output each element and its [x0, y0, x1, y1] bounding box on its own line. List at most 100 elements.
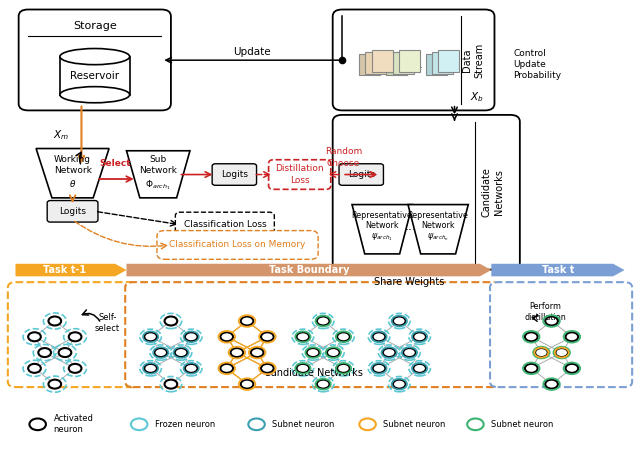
Bar: [60, 57, 130, 95]
Circle shape: [566, 332, 578, 341]
Circle shape: [413, 364, 426, 373]
Circle shape: [525, 364, 538, 373]
Bar: [359, 54, 380, 75]
Text: Working
Network
$\theta$: Working Network $\theta$: [54, 155, 92, 189]
Ellipse shape: [60, 87, 130, 103]
FancyBboxPatch shape: [269, 160, 331, 189]
Text: Select: Select: [100, 158, 131, 168]
Circle shape: [307, 348, 319, 357]
Circle shape: [413, 332, 426, 341]
Text: Task t-1: Task t-1: [43, 265, 86, 275]
Text: Control
Update
Probability: Control Update Probability: [513, 49, 562, 80]
Text: Candidate Networks: Candidate Networks: [264, 368, 363, 378]
Text: Candidate
Networks: Candidate Networks: [481, 168, 504, 217]
Polygon shape: [15, 264, 127, 276]
Text: ...: ...: [413, 59, 424, 69]
Text: Storage: Storage: [73, 21, 116, 31]
Circle shape: [525, 332, 538, 341]
Polygon shape: [352, 205, 412, 254]
FancyBboxPatch shape: [212, 164, 257, 185]
Bar: [399, 50, 420, 72]
Circle shape: [144, 332, 157, 341]
Text: ...: ...: [404, 220, 416, 233]
Circle shape: [131, 419, 147, 430]
Bar: [432, 52, 453, 74]
Circle shape: [261, 332, 274, 341]
Circle shape: [28, 332, 41, 341]
FancyBboxPatch shape: [157, 231, 318, 259]
Circle shape: [68, 364, 81, 373]
Circle shape: [185, 364, 198, 373]
FancyBboxPatch shape: [19, 10, 171, 110]
Bar: [365, 52, 387, 74]
Text: Logits: Logits: [59, 207, 86, 216]
Circle shape: [220, 332, 233, 341]
Text: $X_b$: $X_b$: [470, 90, 484, 104]
Text: Update: Update: [233, 47, 271, 57]
Circle shape: [359, 419, 376, 430]
FancyBboxPatch shape: [125, 282, 499, 387]
Circle shape: [241, 316, 253, 326]
Text: Representative
Network
$\psi_{arch_n}$: Representative Network $\psi_{arch_n}$: [408, 211, 468, 243]
Text: Task t: Task t: [541, 265, 574, 275]
Circle shape: [296, 364, 309, 373]
Circle shape: [545, 316, 558, 326]
Circle shape: [327, 348, 340, 357]
Bar: [426, 54, 447, 75]
Text: Random
Choose: Random Choose: [325, 148, 362, 168]
Circle shape: [535, 348, 548, 357]
Text: Reservoir: Reservoir: [70, 71, 119, 81]
Circle shape: [317, 316, 330, 326]
Circle shape: [403, 348, 416, 357]
Text: Activated
neuron: Activated neuron: [54, 414, 93, 434]
Bar: [387, 54, 407, 75]
Circle shape: [28, 364, 41, 373]
Circle shape: [144, 364, 157, 373]
Text: Logits: Logits: [348, 170, 375, 179]
Circle shape: [154, 348, 167, 357]
Text: Classification Loss: Classification Loss: [184, 220, 266, 229]
Circle shape: [337, 364, 350, 373]
Text: Classification Loss on Memory: Classification Loss on Memory: [170, 241, 306, 249]
Circle shape: [296, 332, 309, 341]
Text: Subnet neuron: Subnet neuron: [383, 420, 446, 429]
Polygon shape: [127, 151, 190, 198]
Text: Representative
Network
$\psi_{arch_1}$: Representative Network $\psi_{arch_1}$: [352, 211, 413, 243]
FancyBboxPatch shape: [490, 282, 632, 387]
Circle shape: [393, 316, 406, 326]
Bar: [372, 50, 393, 72]
Text: Perform
distillation: Perform distillation: [524, 302, 566, 322]
Circle shape: [49, 380, 61, 389]
Circle shape: [59, 348, 71, 357]
Polygon shape: [127, 264, 492, 276]
Polygon shape: [36, 148, 109, 198]
Circle shape: [372, 364, 385, 373]
Text: Data
Stream: Data Stream: [461, 42, 484, 78]
Circle shape: [393, 380, 406, 389]
Circle shape: [566, 364, 578, 373]
Circle shape: [261, 364, 274, 373]
Circle shape: [248, 419, 265, 430]
Bar: [438, 50, 460, 72]
Circle shape: [545, 380, 558, 389]
Bar: [393, 52, 413, 74]
Text: Frozen neuron: Frozen neuron: [155, 420, 215, 429]
Text: Subnet neuron: Subnet neuron: [273, 420, 335, 429]
Circle shape: [337, 332, 350, 341]
FancyBboxPatch shape: [47, 201, 98, 222]
Text: $X_m$: $X_m$: [53, 128, 69, 142]
Circle shape: [164, 316, 177, 326]
Ellipse shape: [60, 49, 130, 64]
Circle shape: [49, 316, 61, 326]
Circle shape: [372, 332, 385, 341]
Text: Task Boundary: Task Boundary: [269, 265, 349, 275]
FancyBboxPatch shape: [339, 164, 383, 185]
Circle shape: [29, 419, 46, 430]
Text: Share Weights: Share Weights: [374, 276, 444, 287]
Circle shape: [241, 380, 253, 389]
FancyBboxPatch shape: [333, 10, 495, 110]
Circle shape: [164, 380, 177, 389]
Text: Subnet neuron: Subnet neuron: [492, 420, 554, 429]
Circle shape: [175, 348, 188, 357]
Circle shape: [230, 348, 243, 357]
